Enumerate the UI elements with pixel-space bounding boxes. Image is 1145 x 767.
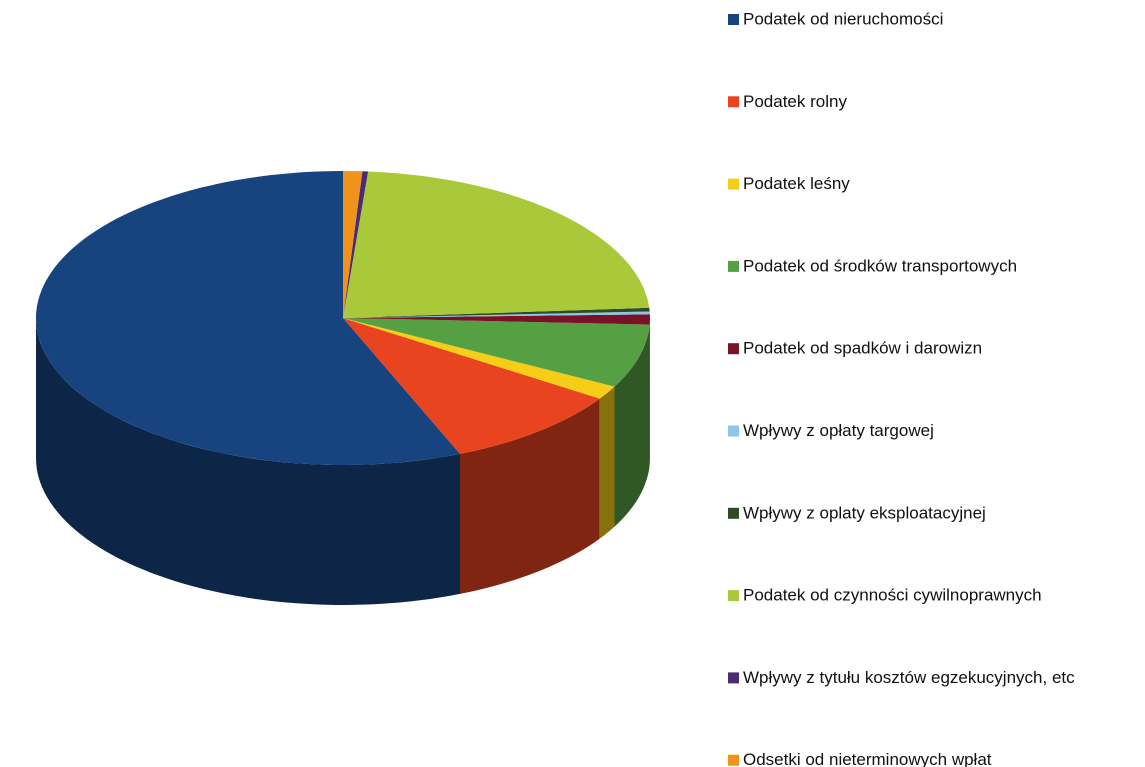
legend-swatch bbox=[728, 14, 739, 25]
legend-label: Podatek od czynności cywilnoprawnych bbox=[743, 586, 1042, 605]
legend-swatch bbox=[728, 343, 739, 355]
slice bbox=[343, 318, 600, 454]
legend-swatch bbox=[728, 672, 739, 684]
slice bbox=[343, 314, 650, 325]
legend-label: Podatek rolny bbox=[743, 92, 847, 111]
slice bbox=[343, 171, 363, 318]
legend-label: Wpływy z opłaty targowej bbox=[743, 421, 934, 440]
legend-label: Podatek od spadków i darowizn bbox=[743, 339, 982, 358]
slice bbox=[343, 307, 650, 318]
slice bbox=[343, 311, 650, 318]
legend-label: Wpływy z tytułu kosztów egzekucyjnych, e… bbox=[743, 668, 1075, 687]
slice-side bbox=[36, 318, 460, 605]
legend-swatch bbox=[728, 260, 739, 272]
slice-side bbox=[460, 398, 600, 594]
slice-side bbox=[599, 386, 615, 539]
legend-swatch bbox=[728, 507, 739, 519]
pie-sides bbox=[36, 318, 650, 605]
legend-label: Odsetki od nieterminowych wpłat bbox=[743, 750, 992, 767]
legend-label: Podatek od środków transportowych bbox=[743, 256, 1017, 275]
legend-swatch bbox=[728, 178, 739, 190]
legend-label: Wpływy z oplaty eksploatacyjnej bbox=[743, 503, 986, 522]
slice bbox=[36, 171, 460, 465]
slice bbox=[343, 171, 369, 318]
slice bbox=[343, 318, 615, 399]
legend-swatch bbox=[728, 96, 739, 108]
legend-label: Podatek od nieruchomości bbox=[743, 9, 943, 28]
legend-label: Podatek leśny bbox=[743, 174, 850, 193]
slice bbox=[343, 318, 650, 387]
legend-swatch bbox=[728, 754, 739, 766]
legend-swatch bbox=[728, 425, 739, 437]
legend: Podatek od nieruchomości Podatek rolny Pod… bbox=[728, 9, 1075, 767]
slice bbox=[343, 171, 650, 318]
slice-side bbox=[614, 324, 650, 527]
legend-swatch bbox=[728, 590, 739, 602]
pie-tops bbox=[36, 171, 650, 465]
